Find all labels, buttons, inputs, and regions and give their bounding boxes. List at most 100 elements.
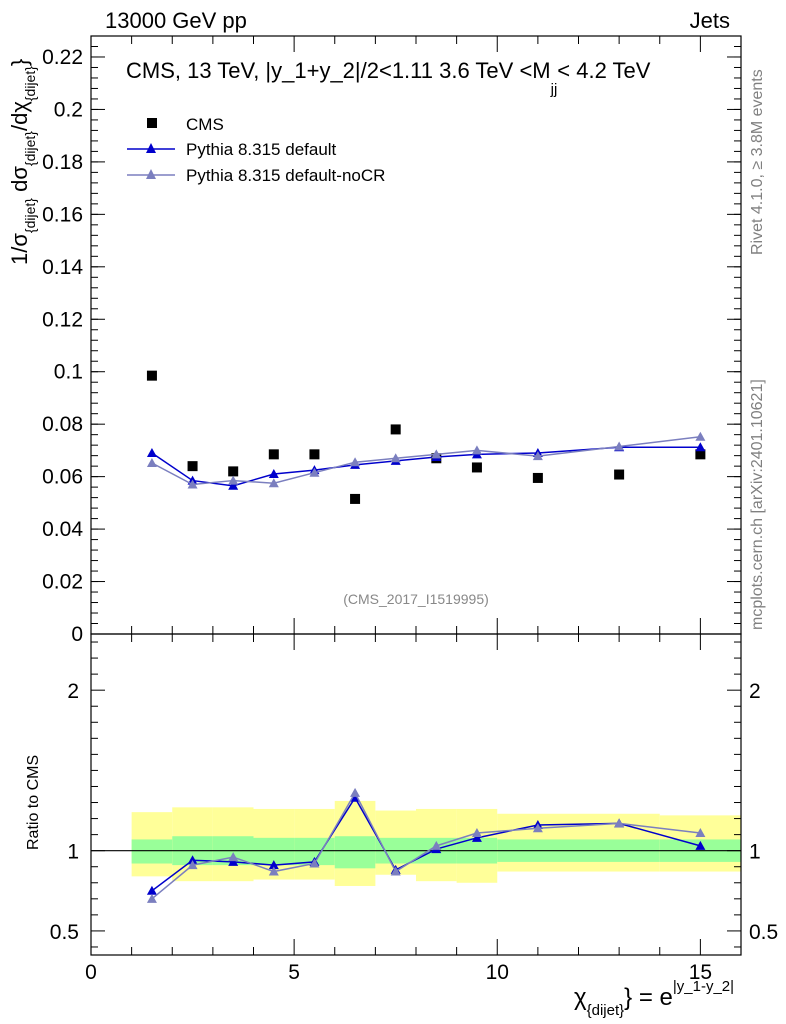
header-left-label: 13000 GeV pp — [105, 8, 247, 33]
default-data-point — [268, 469, 279, 479]
nocr-ratio-point — [390, 866, 401, 876]
main-x-axis — [90, 36, 742, 634]
x-label-sup: |y_1-y_2| — [673, 978, 734, 995]
main-series — [146, 370, 706, 504]
default-data-point — [146, 448, 157, 458]
cms-data-point — [309, 449, 320, 460]
nocr-ratio-point — [350, 787, 361, 797]
nocr-ratio-point — [431, 840, 442, 850]
ratio-panel-frame — [90, 633, 742, 956]
y-tick-label: 0.16 — [42, 203, 83, 226]
mcplots-side-label: mcplots.cern.ch [arXiv:2401.10621] — [749, 379, 766, 630]
ratio-y-tick-label: 0.5 — [50, 921, 79, 944]
default-ratio-point — [471, 832, 482, 842]
ratio-panel: 0.5 0.5 1 1 2 2 0 5 10 15 Ratio to CMS χ{dijet}}… — [25, 633, 778, 1019]
cms-data-point — [187, 461, 198, 472]
nocr-ratio-point — [309, 858, 320, 868]
default-data-point — [695, 442, 706, 452]
y-tick-label: 0.2 — [54, 98, 83, 121]
inner-band-bin — [131, 839, 173, 864]
nocr-data-point — [695, 431, 706, 441]
nocr-data-point — [187, 479, 198, 489]
default-data-point — [228, 480, 239, 490]
header-right-label: Jets — [690, 8, 730, 33]
ratio-y-axis-label: Ratio to CMS — [25, 755, 42, 850]
nocr-ratio-point — [532, 823, 543, 833]
ratio-y-tick-label-right: 1 — [749, 841, 761, 864]
nocr-data-point — [350, 457, 361, 467]
ratio-series — [146, 787, 706, 903]
x-label-chi: χ — [574, 984, 587, 1011]
y-label-part-4: {dijet} — [22, 131, 38, 166]
ratio-y-tick-label-right: 0.5 — [749, 921, 778, 944]
y-label-part-5: /dχ — [7, 101, 32, 131]
y-label-close: } — [7, 59, 32, 66]
nocr-ratio-point — [268, 866, 279, 876]
legend-label-default: Pythia 8.315 default — [186, 140, 337, 159]
nocr-data-point — [268, 478, 279, 488]
cms-data-point — [350, 493, 361, 504]
nocr-data-point — [431, 449, 442, 459]
ratio-y-tick-label: 2 — [67, 680, 79, 703]
nocr-data-point — [390, 453, 401, 463]
y-tick-label: 0.08 — [42, 413, 83, 436]
nocr-data-point — [532, 451, 543, 461]
y-tick-label: 0.14 — [42, 256, 83, 279]
chart-title-subscript: jj — [550, 81, 558, 98]
nocr-series-line — [151, 436, 701, 486]
default-ratio-point — [228, 856, 239, 866]
x-axis-label: χ{dijet}} = e|y_1-y_2| — [574, 978, 734, 1019]
cms-data-point — [146, 370, 157, 381]
ratio-y-axis: 0.5 0.5 1 1 2 2 — [50, 641, 778, 948]
legend: CMS Pythia 8.315 default Pythia 8.315 de… — [127, 115, 385, 185]
legend-label-cms: CMS — [186, 115, 224, 134]
chart-title-main: CMS, 13 TeV, |y_1+y_2|/2<1.11 3.6 TeV <M — [126, 58, 551, 83]
y-tick-label: 0.12 — [42, 308, 83, 331]
nocr-data-point — [471, 445, 482, 455]
y-label-part-2: {dijet} — [22, 198, 38, 233]
nocr-ratio-point — [614, 818, 625, 828]
nocr-ratio-point — [695, 828, 706, 838]
default-ratio-point — [350, 792, 361, 802]
y-tick-label: 0 — [71, 623, 83, 646]
y-tick-label: 0.1 — [54, 361, 83, 384]
cms-data-point — [471, 462, 482, 473]
default-ratio-point — [187, 855, 198, 865]
x-tick-label: 10 — [486, 961, 509, 984]
y-label-part-3: dσ — [7, 166, 32, 198]
cms-data-point — [228, 466, 239, 477]
default-ratio-point — [146, 885, 157, 895]
legend-marker-nocr — [146, 169, 156, 179]
y-tick-label: 0.02 — [42, 571, 83, 594]
inner-band-bin — [334, 836, 376, 869]
nocr-data-point — [146, 457, 157, 467]
cms-data-point — [614, 469, 625, 480]
nocr-data-point — [228, 475, 239, 485]
legend-marker-default — [146, 143, 156, 153]
x-label-eq: } = e — [624, 984, 673, 1011]
legend-label-nocr: Pythia 8.315 default-noCR — [186, 166, 385, 185]
y-tick-label: 0.04 — [42, 518, 83, 541]
nocr-ratio-point — [146, 893, 157, 903]
main-y-axis-label: 1/σ{dijet} dσ{dijet}/dχ{dijet}} — [7, 59, 38, 265]
ratio-x-axis: 0 5 10 15 — [85, 634, 742, 984]
cms-data-point — [390, 424, 401, 435]
main-panel: 0 0.02 0.04 0.06 0.08 0.1 0.12 0.14 0.16 0.18 0.2 0… — [7, 35, 742, 646]
nocr-ratio-point — [228, 852, 239, 862]
y-tick-label: 0.18 — [42, 151, 83, 174]
main-y-axis: 0 0.02 0.04 0.06 0.08 0.1 0.12 0.14 0.16 0.18 0.2 0… — [42, 35, 741, 646]
chart-title: CMS, 13 TeV, |y_1+y_2|/2<1.11 3.6 TeV <M… — [126, 58, 651, 98]
ratio-y-tick-label-right: 2 — [749, 680, 761, 703]
y-tick-label: 0.06 — [42, 466, 83, 489]
x-label-sub: {dijet} — [587, 1002, 625, 1019]
default-ratio-point — [268, 860, 279, 870]
legend-marker-cms — [147, 118, 157, 128]
chart-title-tail: < 4.2 TeV — [557, 58, 650, 83]
nocr-data-point — [309, 467, 320, 477]
nocr-ratio-point — [471, 828, 482, 838]
y-label-part-1: 1/σ — [7, 233, 32, 265]
x-tick-label: 15 — [689, 961, 712, 984]
rivet-side-label: Rivet 4.1.0, ≥ 3.8M events — [749, 69, 766, 255]
x-tick-label: 0 — [85, 961, 97, 984]
